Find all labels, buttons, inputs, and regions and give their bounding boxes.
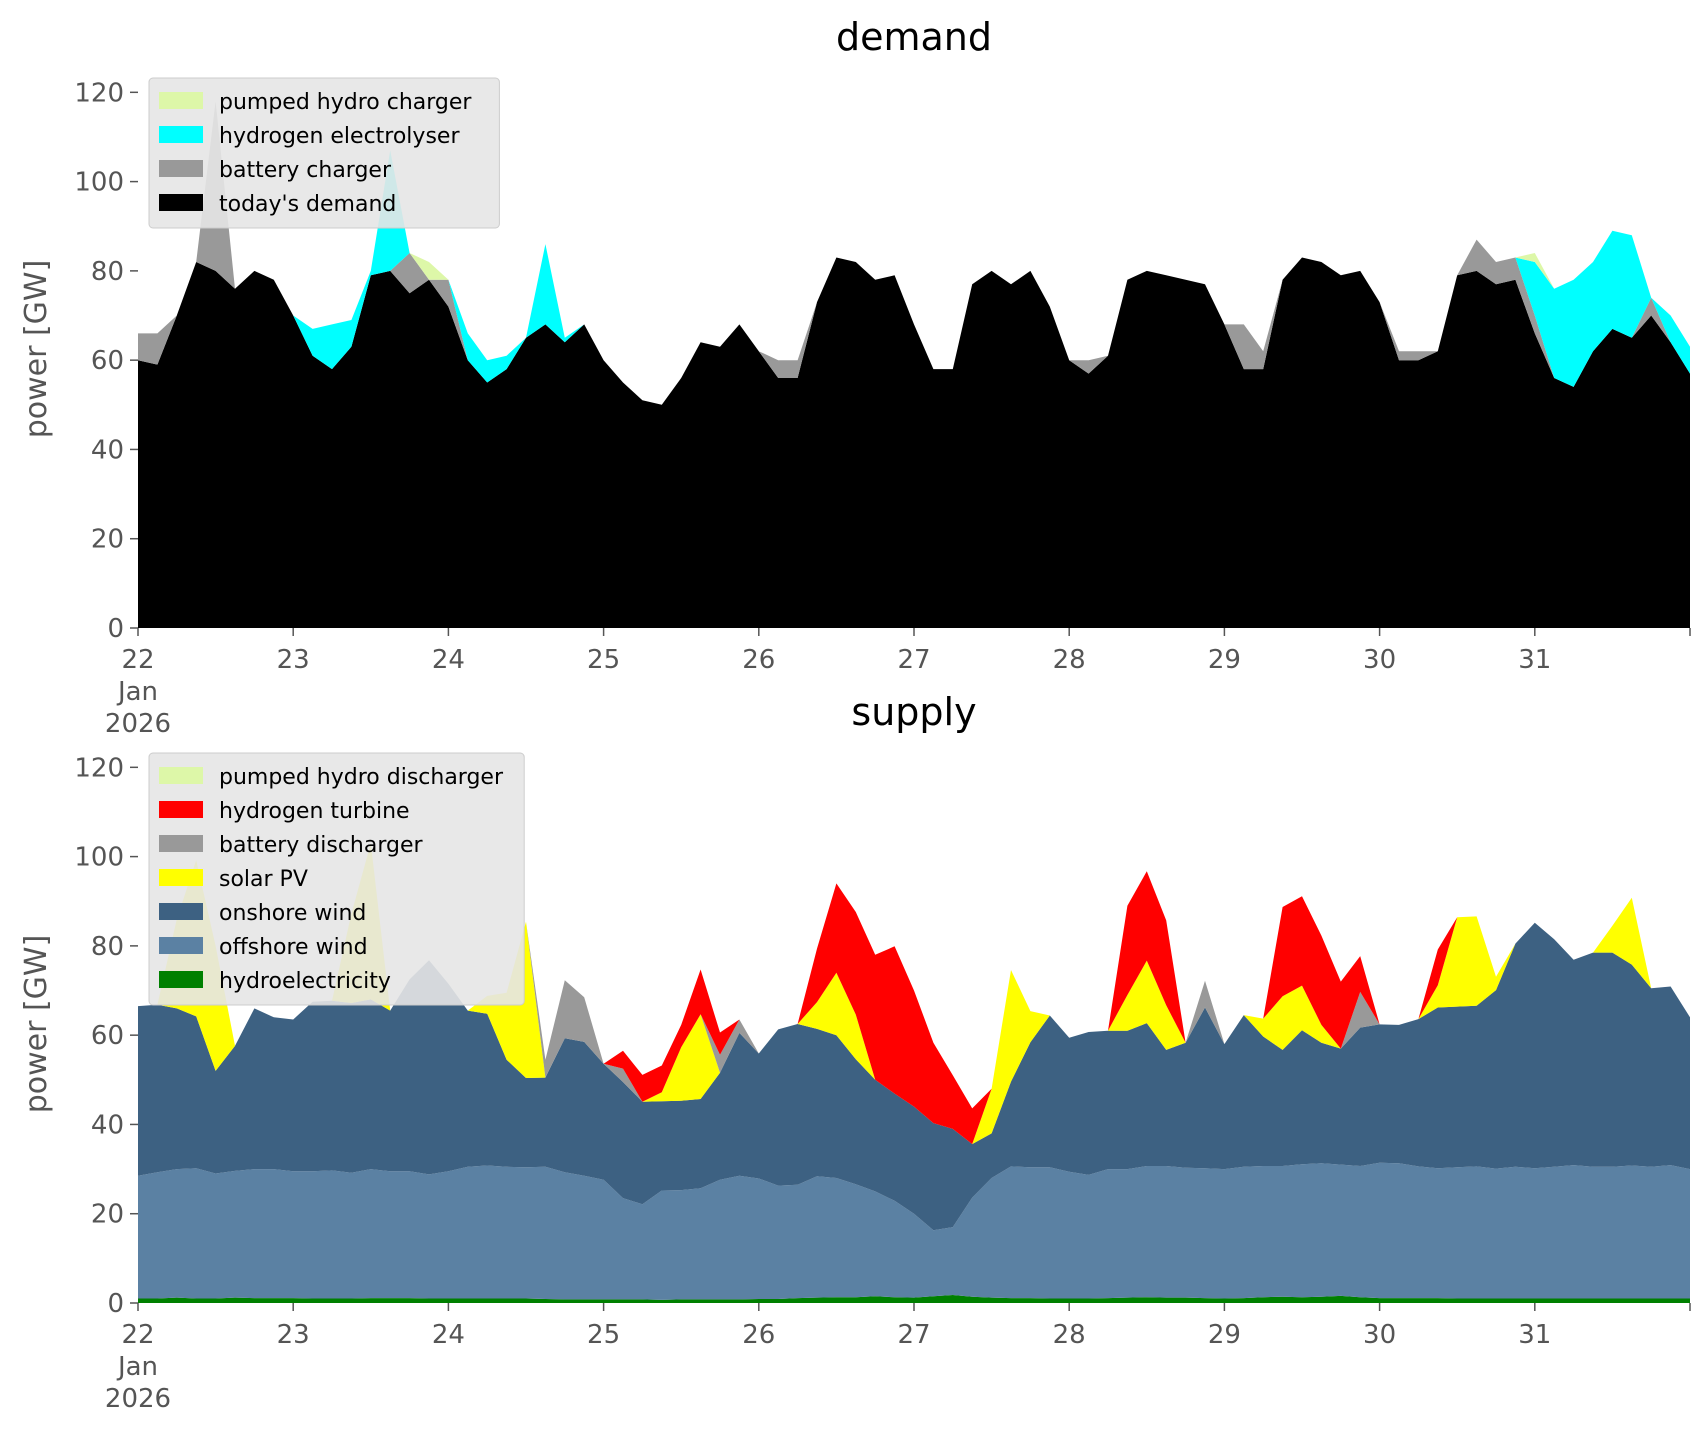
y-tick-label: 60 <box>91 346 124 376</box>
y-axis-label: power [GW] <box>19 935 54 1114</box>
legend-box <box>148 77 500 229</box>
y-tick-label: 0 <box>107 614 124 644</box>
legend-label-today-s-demand: today's demand <box>219 192 396 217</box>
x-tick-label: 22 Jan 2026 <box>105 1320 171 1414</box>
legend-label-pumped-hydro-discharger: pumped hydro discharger <box>219 765 504 790</box>
y-tick-label: 60 <box>91 1021 124 1051</box>
y-tick-label: 40 <box>91 1110 124 1140</box>
area-series-group <box>138 101 1690 628</box>
legend-label-offshore-wind: offshore wind <box>219 935 368 960</box>
x-tick-label: 28 <box>1053 645 1086 675</box>
area-hydrogen-turbine <box>138 843 1690 1145</box>
supply-panel: supply 0 20 40 60 80 100 120 power [GW] 22 Jan 2026… <box>19 690 1691 1414</box>
x-tick-label: 28 <box>1053 1320 1086 1350</box>
legend-label-pumped-hydro-charger: pumped hydro charger <box>219 90 472 115</box>
legend-label-battery-discharger: battery discharger <box>219 833 424 858</box>
legend: pumped hydro discharger hydrogen turbine b… <box>148 752 525 1006</box>
x-tick-label: 24 <box>432 1320 465 1350</box>
legend-label-hydrogen-electrolyser: hydrogen electrolyser <box>219 124 460 149</box>
legend-label-onshore-wind: onshore wind <box>219 901 366 926</box>
legend-label-hydrogen-turbine: hydrogen turbine <box>219 799 410 824</box>
legend-swatch-offshore-wind <box>159 937 203 954</box>
x-tick-label: 25 <box>587 645 620 675</box>
legend-swatch-solar-pv <box>159 869 203 886</box>
legend-swatch-hydroelectricity <box>159 971 203 988</box>
y-tick-label: 20 <box>91 1200 124 1230</box>
y-tick-label: 0 <box>107 1289 124 1319</box>
x-tick-label: 23 <box>277 645 310 675</box>
area-solar-pv <box>138 843 1690 1145</box>
x-tick-label: 26 <box>742 1320 775 1350</box>
area-offshore-wind <box>138 1162 1690 1300</box>
legend-swatch-battery-charger <box>159 160 203 177</box>
y-tick-label: 120 <box>74 78 124 108</box>
x-tick-label: 31 <box>1518 645 1551 675</box>
area-hydroelectricity <box>138 1295 1690 1303</box>
legend: pumped hydro charger hydrogen electrolyse… <box>148 77 500 229</box>
y-tick-label: 120 <box>74 753 124 783</box>
legend-label-solar-pv: solar PV <box>219 867 308 892</box>
x-tick-label: 22 Jan 2026 <box>105 645 171 739</box>
x-axis: 22 Jan 2026 23 24 25 26 27 28 29 30 31 <box>105 628 1691 739</box>
area-onshore-wind <box>138 922 1690 1231</box>
x-tick-label: 27 <box>897 645 930 675</box>
y-tick-label: 100 <box>74 168 124 198</box>
x-tick-label: 25 <box>587 1320 620 1350</box>
chart-title: supply <box>851 690 976 734</box>
legend-swatch-battery-discharger <box>159 835 203 852</box>
area-today-s-demand <box>138 257 1690 628</box>
legend-label-battery-charger: battery charger <box>219 158 392 183</box>
x-axis: 22 Jan 2026 23 24 25 26 27 28 29 30 31 <box>105 1303 1691 1414</box>
y-tick-label: 100 <box>74 843 124 873</box>
legend-swatch-hydrogen-electrolyser <box>159 126 203 143</box>
y-tick-label: 20 <box>91 525 124 555</box>
x-tick-label: 26 <box>742 645 775 675</box>
x-tick-label: 30 <box>1363 645 1396 675</box>
legend-swatch-hydrogen-turbine <box>159 801 203 818</box>
legend-swatch-today-s-demand <box>159 194 203 211</box>
legend-label-hydroelectricity: hydroelectricity <box>219 969 391 994</box>
x-tick-label: 23 <box>277 1320 310 1350</box>
legend-swatch-pumped-hydro-charger <box>159 92 203 109</box>
x-tick-label: 29 <box>1208 645 1241 675</box>
area-series-group <box>138 843 1690 1303</box>
legend-swatch-pumped-hydro-discharger <box>159 767 203 784</box>
y-axis: 0 20 40 60 80 100 120 <box>74 78 138 644</box>
x-tick-label: 30 <box>1363 1320 1396 1350</box>
y-axis-label: power [GW] <box>19 260 54 439</box>
y-tick-label: 40 <box>91 435 124 465</box>
x-tick-label: 24 <box>432 645 465 675</box>
x-tick-label: 31 <box>1518 1320 1551 1350</box>
chart-title: demand <box>836 15 992 59</box>
y-tick-label: 80 <box>91 257 124 287</box>
x-tick-label: 29 <box>1208 1320 1241 1350</box>
y-tick-label: 80 <box>91 932 124 962</box>
legend-box <box>148 752 525 1006</box>
x-tick-label: 27 <box>897 1320 930 1350</box>
demand-panel: demand 0 20 40 60 80 100 120 power [GW] 22 Jan 2026… <box>19 15 1691 739</box>
legend-swatch-onshore-wind <box>159 903 203 920</box>
y-axis: 0 20 40 60 80 100 120 <box>74 753 138 1319</box>
